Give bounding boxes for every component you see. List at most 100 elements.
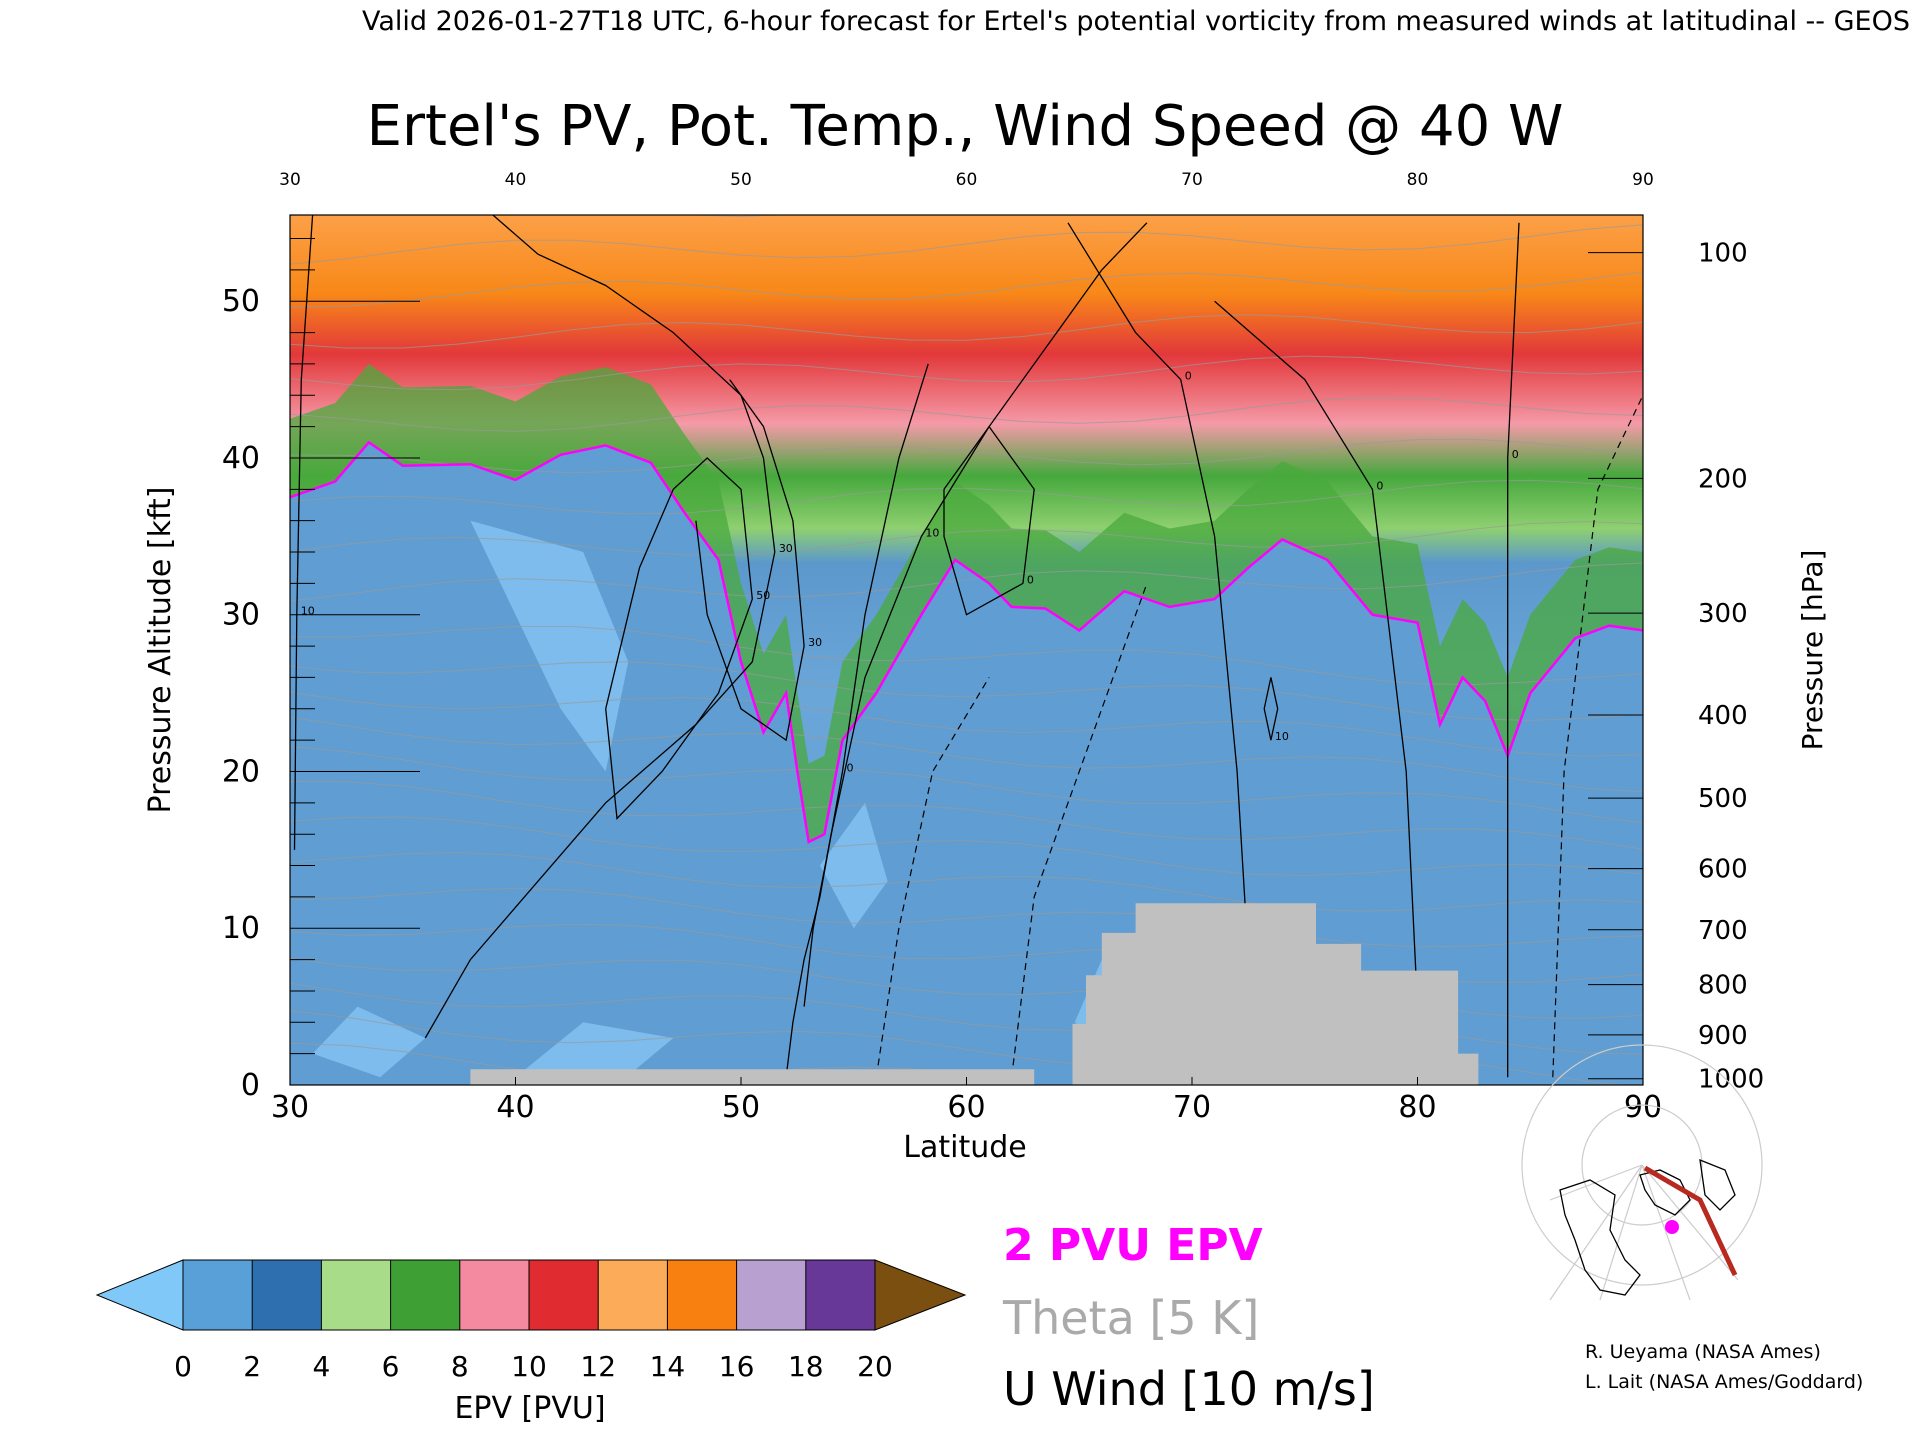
colorbar-tick-2: 2 — [243, 1350, 261, 1383]
x-top-tick-label-50: 50 — [730, 170, 752, 190]
theta-isentrope-11 — [290, 691, 1643, 757]
legend-theta: Theta [5 K] — [1002, 1291, 1259, 1345]
theta-isentrope-20 — [290, 314, 1643, 349]
x-tick-label-60: 60 — [947, 1090, 985, 1125]
y-tick-label-0: 0 — [241, 1068, 260, 1103]
theta-isentrope-17 — [290, 438, 1643, 474]
theta-isentrope-13 — [290, 626, 1643, 686]
theta-isentrope-21 — [290, 271, 1643, 308]
y-tick-label-40: 40 — [222, 441, 260, 476]
pressure-tick-label-100: 100 — [1698, 239, 1748, 269]
x-tick-label-90: 90 — [1624, 1090, 1662, 1125]
pressure-tick-label-300: 300 — [1698, 599, 1748, 629]
u-wind-dashed-contour-0 — [875, 677, 990, 1078]
location-dot — [1665, 1220, 1679, 1234]
x-top-tick-label-30: 30 — [279, 170, 301, 190]
u-wind-contour-6 — [1507, 222, 1520, 1078]
colorbar-segment-3 — [390, 1260, 461, 1330]
chart-title: Ertel's PV, Pot. Temp., Wind Speed @ 40 … — [367, 94, 1564, 159]
u-wind-contour-10 — [1263, 677, 1279, 741]
u-wind-contour-label-8: 0 — [1376, 479, 1383, 492]
pressure-tick-label-200: 200 — [1698, 464, 1748, 494]
colorbar-segment-7 — [667, 1260, 738, 1330]
theta-isentrope-12 — [290, 661, 1643, 721]
theta-isentrope-8 — [290, 781, 1643, 850]
colorbar-over-arrow — [874, 1259, 967, 1331]
u-wind-contour-label-4: 30 — [808, 636, 822, 649]
x-top-tick-label-80: 80 — [1407, 170, 1429, 190]
cross-section-path-marker — [1643, 1165, 1738, 1277]
y-tick-label-10: 10 — [222, 911, 260, 946]
colorbar-segment-1 — [252, 1260, 322, 1330]
pressure-tick-label-800: 800 — [1698, 971, 1748, 1001]
u-wind-dashed-contour-1 — [1011, 583, 1148, 1078]
x-tick-label-30: 30 — [271, 1090, 309, 1125]
theta-isentrope-22 — [290, 224, 1643, 265]
y-tick-label-20: 20 — [222, 754, 260, 789]
colorbar-tick-14: 14 — [650, 1350, 686, 1383]
theta-isentrope-6 — [290, 852, 1643, 912]
tropopause-2pvu-line — [290, 440, 1643, 844]
u-wind-contour-5 — [605, 457, 753, 820]
y-tick-label-50: 50 — [222, 284, 260, 319]
u-wind-contour-4 — [695, 379, 805, 742]
colorbar-segment-8 — [736, 1260, 807, 1330]
y-axis-label-left: Pressure Altitude [kft] — [143, 487, 178, 814]
x-tick-label-50: 50 — [722, 1090, 760, 1125]
valid-line: Valid 2026-01-27T18 UTC, 6-hour forecast… — [362, 6, 1910, 37]
theta-isentrope-9 — [290, 746, 1643, 824]
x-top-tick-label-70: 70 — [1181, 170, 1203, 190]
theta-isentrope-15 — [290, 521, 1643, 556]
colorbar-label: EPV [PVU] — [454, 1391, 605, 1426]
x-axis-label: Latitude — [903, 1130, 1026, 1165]
light-blue-patch-1 — [819, 802, 888, 929]
terrain-mask — [470, 903, 1479, 1085]
locator-map-frame — [1545, 1155, 1739, 1303]
u-wind-contour-3 — [424, 215, 776, 1039]
u-wind-contour-label-1: 10 — [925, 526, 939, 539]
theta-isentrope-10 — [290, 716, 1643, 793]
colorbar-tick-4: 4 — [312, 1350, 330, 1383]
u-wind-contour-label-7: 0 — [1185, 370, 1192, 383]
colorbar-tick-16: 16 — [719, 1350, 755, 1383]
x-top-tick-label-90: 90 — [1632, 170, 1654, 190]
u-wind-contour-9 — [943, 425, 1035, 616]
x-tick-label-70: 70 — [1173, 1090, 1211, 1125]
pressure-tick-label-1000: 1000 — [1698, 1065, 1764, 1095]
plot-area: 0101030305000001030304040505060607070808… — [222, 170, 1764, 1125]
pressure-tick-label-700: 700 — [1698, 916, 1748, 946]
light-blue-patch-4 — [515, 1022, 674, 1078]
x-tick-label-80: 80 — [1398, 1090, 1436, 1125]
u-wind-contour-7 — [1067, 222, 1250, 960]
u-wind-contour-8 — [1214, 300, 1419, 1007]
pressure-tick-label-400: 400 — [1698, 701, 1748, 731]
colorbar-segment-9 — [805, 1260, 876, 1330]
u-wind-contour-2 — [293, 215, 314, 850]
stratosphere-green-band — [290, 363, 1643, 842]
pressure-tick-label-900: 900 — [1698, 1021, 1748, 1051]
credit-line-1: R. Ueyama (NASA Ames) — [1585, 1341, 1821, 1363]
light-blue-patch-0 — [470, 520, 629, 772]
colorbar-tick-12: 12 — [580, 1350, 616, 1383]
u-wind-dashed-contour-2 — [1552, 395, 1643, 1078]
legend-uwind: U Wind [10 m/s] — [1003, 1362, 1375, 1416]
u-wind-contour-label-10: 10 — [1275, 730, 1289, 743]
locator-map — [1521, 1044, 1763, 1303]
y-tick-label-30: 30 — [222, 598, 260, 633]
theta-isentrope-19 — [290, 355, 1643, 391]
u-wind-contour-label-3: 30 — [779, 542, 793, 555]
y-axis-label-right: Pressure [hPa] — [1796, 550, 1829, 751]
colorbar-tick-0: 0 — [174, 1350, 192, 1383]
colorbar-tick-8: 8 — [451, 1350, 469, 1383]
epv-colorbar: 0 2 4 6 8 10 12 14 16 18 20 — [95, 1259, 967, 1383]
legend-pvu: 2 PVU EPV — [1003, 1220, 1263, 1271]
colorbar-tick-20: 20 — [857, 1350, 893, 1383]
colorbar-tick-10: 10 — [511, 1350, 547, 1383]
colorbar-segment-0 — [183, 1260, 253, 1330]
epv-field-layers: 0 10 10 30 30 50 0 0 0 0 10 — [290, 215, 1643, 1085]
colorbar-tick-6: 6 — [382, 1350, 400, 1383]
u-wind-contour-label-6: 0 — [1512, 448, 1519, 461]
u-wind-contour-label-5: 50 — [756, 589, 770, 602]
u-wind-contour-1 — [803, 222, 1148, 1007]
